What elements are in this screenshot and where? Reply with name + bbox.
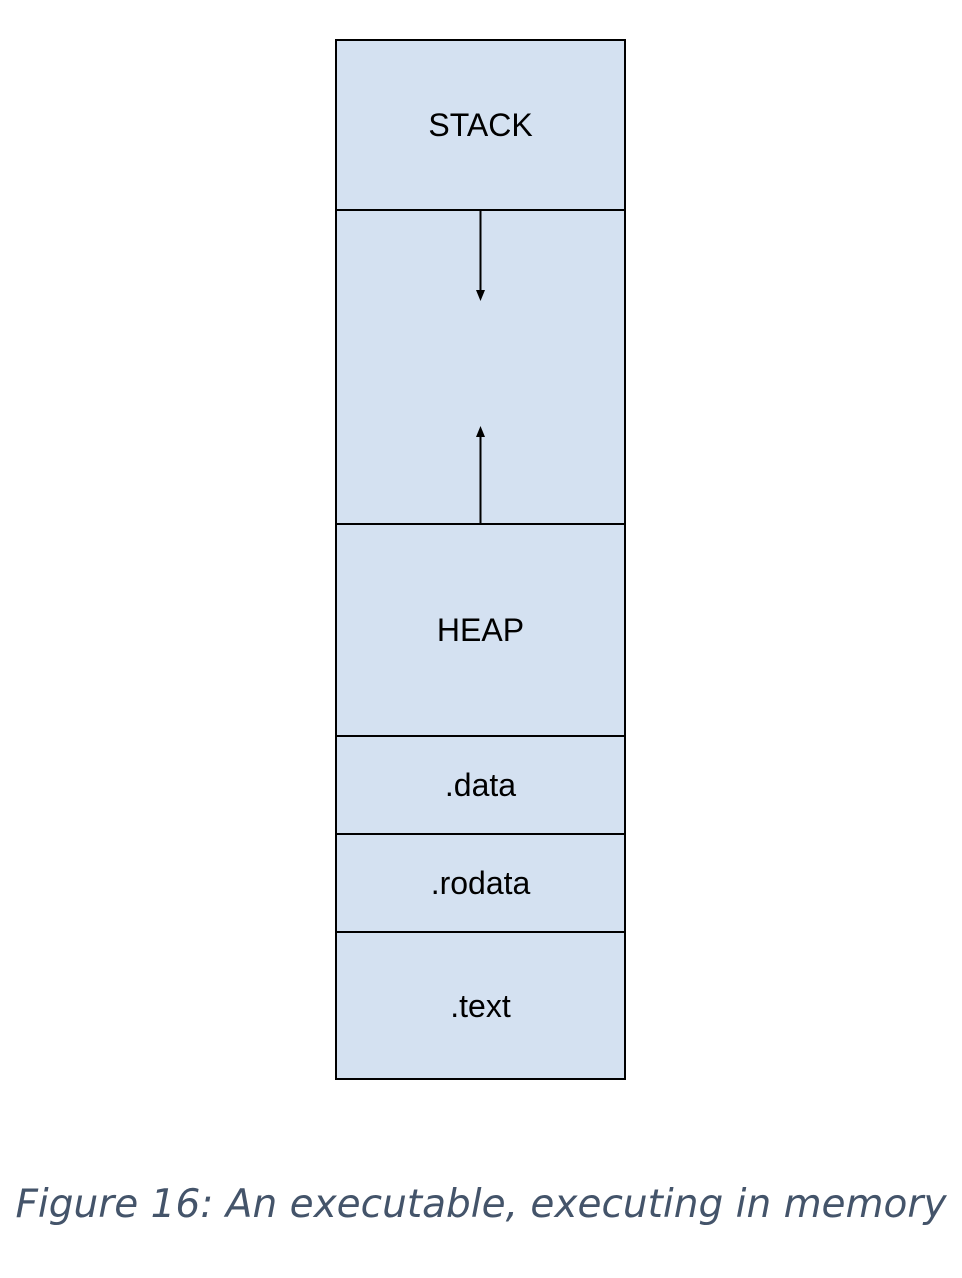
heap-label: HEAP <box>436 612 525 648</box>
stack-segment: STACK <box>335 39 626 211</box>
stack-label: STACK <box>428 107 533 143</box>
rodata-label: .rodata <box>430 865 531 901</box>
heap-segment: HEAP <box>335 523 626 737</box>
text-label: .text <box>450 987 511 1024</box>
figure-caption: Figure 16: An executable, executing in m… <box>15 1182 947 1227</box>
data-label: .data <box>444 767 517 803</box>
rodata-segment: .rodata <box>335 833 626 933</box>
memory-layout-diagram: STACK HEAP .data .rodata .text <box>335 39 626 1080</box>
text-segment: .text <box>335 931 626 1080</box>
free-space-segment <box>335 209 626 525</box>
data-segment: .data <box>335 735 626 835</box>
